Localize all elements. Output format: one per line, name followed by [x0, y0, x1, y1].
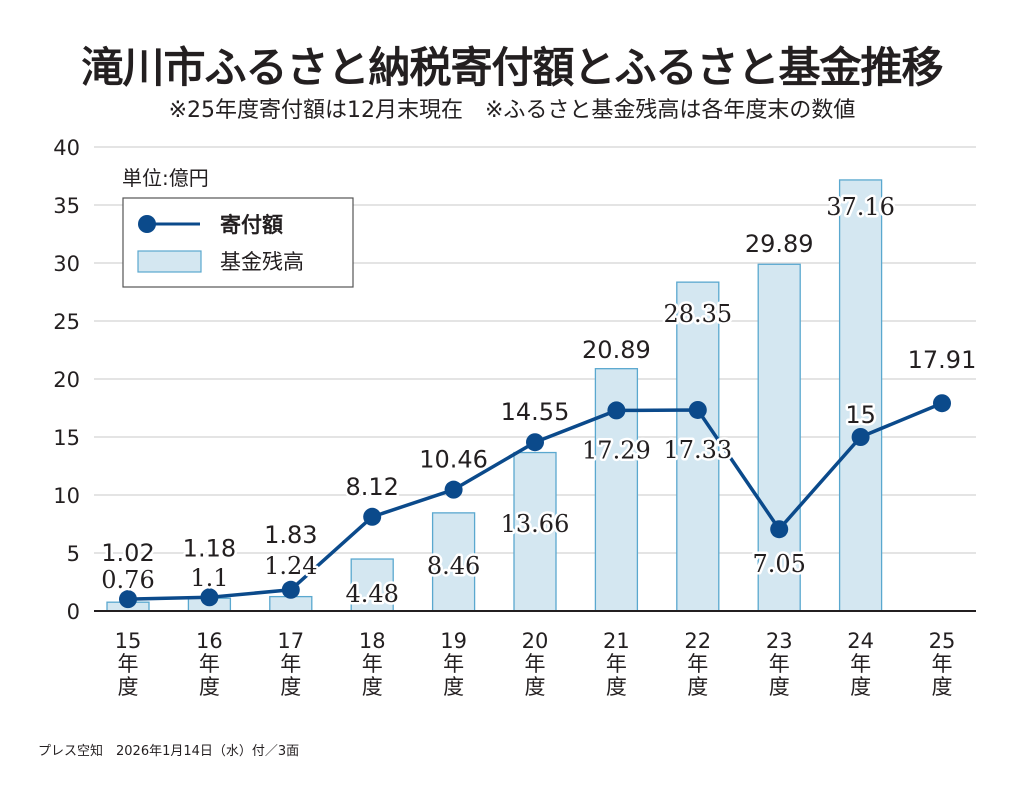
- point-donation: [688, 400, 707, 419]
- data-label-fund-balance: 1.1: [190, 564, 228, 592]
- point-donation: [933, 394, 951, 413]
- x-tick-suffix-do: 度: [932, 675, 953, 699]
- point-donation: [444, 480, 463, 499]
- point-donation: [526, 433, 544, 452]
- bar-series: [106, 179, 883, 612]
- legend-bar-swatch: [137, 250, 202, 273]
- x-tick-suffix-do: 度: [362, 675, 383, 699]
- data-label-fund-balance: 1.24: [264, 552, 317, 580]
- x-tick-year: 17: [277, 629, 304, 653]
- x-tick-suffix-nen: 年: [769, 652, 790, 676]
- y-tick-label: 35: [53, 194, 80, 218]
- line-series: [119, 394, 951, 609]
- data-label-donation: 10.46: [419, 446, 488, 474]
- data-label-fund-balance: 29.89: [745, 230, 814, 258]
- x-tick-year: 25: [929, 629, 956, 653]
- x-tick-year: 16: [196, 629, 223, 653]
- x-tick-suffix-do: 度: [199, 675, 220, 699]
- x-tick-suffix-nen: 年: [932, 652, 953, 676]
- bar-fund-balance: [350, 558, 394, 612]
- x-axis-ticks: 15年度16年度17年度18年度19年度20年度21年度22年度23年度24年度…: [115, 629, 956, 699]
- data-label-fund-balance: 28.35: [663, 300, 732, 328]
- bar-fund-balance: [838, 179, 883, 612]
- bar-fund-balance: [269, 595, 313, 612]
- data-label-donation: 1.83: [264, 521, 317, 549]
- data-label-donation: 17.29: [582, 436, 651, 464]
- data-label-donation: 1.02: [101, 539, 154, 567]
- point-donation: [770, 520, 789, 539]
- y-tick-label: 0: [67, 600, 80, 624]
- data-labels: 1.02 1.18 1.83 8.12 10.46 14.55 17.29 17.33 7.05…: [99, 191, 979, 611]
- point-donation: [851, 428, 870, 446]
- data-label-fund-balance: 20.89: [582, 336, 651, 364]
- x-tick-suffix-do: 度: [606, 675, 627, 699]
- x-tick-year: 22: [684, 629, 711, 653]
- y-tick-label: 40: [53, 136, 80, 160]
- x-tick-suffix-nen: 年: [525, 652, 546, 676]
- x-tick-year: 20: [522, 629, 549, 653]
- chart-title: 滝川市ふるさと納税寄付額とふるさと基金推移: [81, 43, 943, 92]
- legend: 寄付額 基金残高: [122, 197, 354, 288]
- x-tick-suffix-nen: 年: [850, 652, 871, 676]
- x-tick-year: 18: [359, 629, 386, 653]
- x-tick-suffix-do: 度: [850, 675, 871, 699]
- x-tick-year: 23: [766, 629, 793, 653]
- data-label-donation: 17.33: [663, 436, 732, 464]
- x-tick-suffix-do: 度: [525, 675, 546, 699]
- point-donation: [607, 401, 626, 420]
- data-label-donation: 1.18: [183, 534, 236, 562]
- data-label-fund-balance: 37.16: [826, 193, 895, 221]
- x-tick-suffix-do: 度: [443, 675, 464, 699]
- point-donation: [200, 588, 219, 607]
- data-label-donation: 8.12: [345, 473, 398, 501]
- point-donation: [281, 580, 300, 599]
- x-tick-suffix-do: 度: [687, 675, 708, 699]
- data-label-fund-balance: 8.46: [427, 552, 480, 580]
- x-tick-suffix-nen: 年: [443, 652, 464, 676]
- data-label-fund-balance: 13.66: [501, 510, 570, 538]
- legend-dot-swatch: [138, 215, 156, 233]
- y-tick-label: 15: [53, 426, 80, 450]
- bar-fund-balance: [757, 263, 801, 612]
- source-credit: プレス空知 2026年1月14日（水）付／3面: [38, 744, 300, 759]
- x-tick-suffix-nen: 年: [199, 652, 220, 676]
- x-tick-suffix-nen: 年: [118, 652, 139, 676]
- x-tick-year: 19: [440, 629, 467, 653]
- x-tick-year: 15: [115, 629, 142, 653]
- legend-label-donation: 寄付額: [220, 213, 283, 237]
- data-label-fund-balance: 0.76: [101, 566, 154, 594]
- x-tick-suffix-nen: 年: [606, 652, 627, 676]
- bar-fund-balance: [513, 451, 557, 612]
- x-tick-year: 21: [603, 629, 630, 653]
- y-tick-label: 5: [67, 542, 80, 566]
- x-tick-suffix-do: 度: [118, 675, 139, 699]
- chart-subtitle: ※25年度寄付額は12月末現在 ※ふるさと基金残高は各年度末の数値: [168, 98, 856, 123]
- y-tick-label: 30: [53, 252, 80, 276]
- x-tick-suffix-do: 度: [769, 675, 790, 699]
- y-tick-label: 10: [53, 484, 80, 508]
- x-tick-suffix-nen: 年: [362, 652, 383, 676]
- data-label-fund-balance: 4.48: [345, 580, 398, 608]
- data-label-donation: 17.91: [908, 346, 977, 374]
- bar-fund-balance: [676, 281, 720, 612]
- unit-label: 単位:億円: [122, 166, 209, 190]
- x-tick-suffix-do: 度: [280, 675, 301, 699]
- y-tick-label: 20: [53, 368, 80, 392]
- x-tick-suffix-nen: 年: [687, 652, 708, 676]
- point-donation: [119, 590, 137, 609]
- legend-label-fund: 基金残高: [220, 250, 304, 274]
- x-tick-suffix-nen: 年: [280, 652, 301, 676]
- data-label-donation: 14.55: [501, 398, 570, 426]
- data-label-donation: 15: [845, 401, 876, 429]
- y-axis-ticks: 0 5 10 15 20 25 30 35 40: [53, 136, 80, 624]
- x-tick-year: 24: [847, 629, 874, 653]
- y-tick-label: 25: [53, 310, 80, 334]
- point-donation: [363, 507, 382, 526]
- data-label-donation: 7.05: [752, 550, 805, 578]
